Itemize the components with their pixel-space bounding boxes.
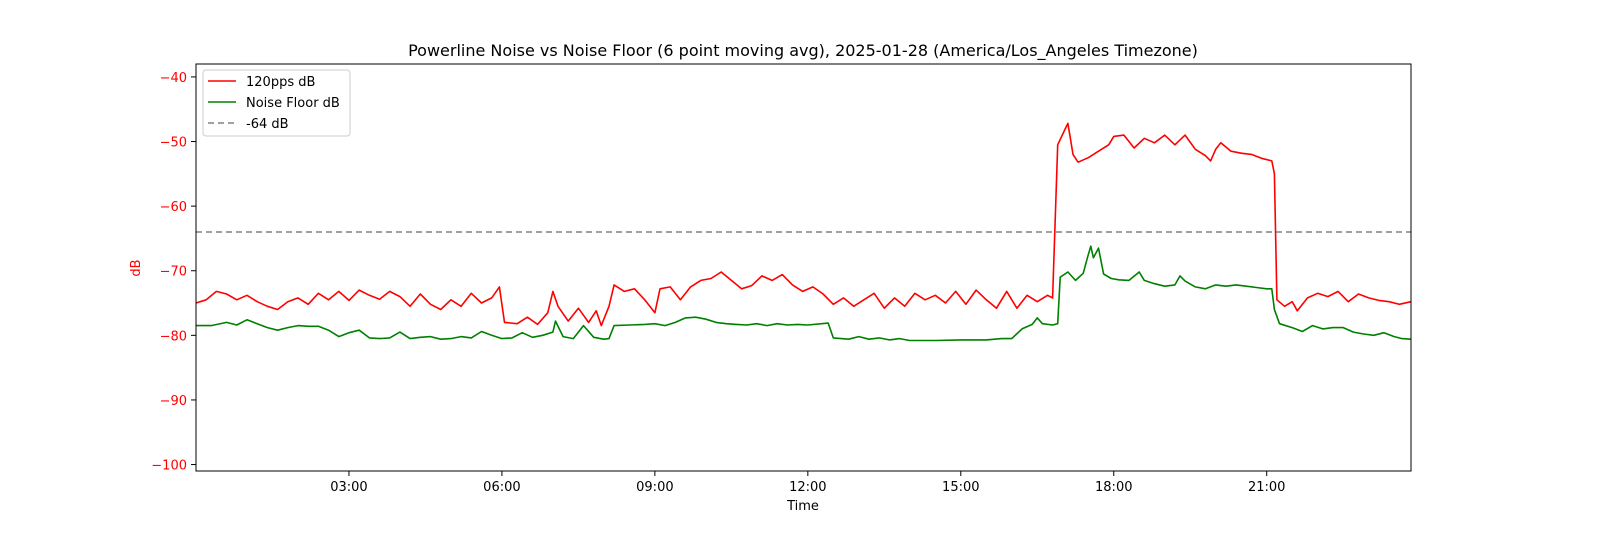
x-tick-label: 09:00 <box>636 480 673 495</box>
legend-box <box>202 69 351 137</box>
x-tick-label: 15:00 <box>942 480 979 495</box>
series-line-2 <box>196 245 1412 342</box>
y-tick-label: −100 <box>151 459 187 474</box>
x-tick-label: 06:00 <box>483 480 520 495</box>
x-tick-label: 12:00 <box>789 480 826 495</box>
x-axis: 03:00 06:00 09:00 12:00 15:00 18:00 21:00 <box>330 471 1285 495</box>
legend-label-1: 120pps dB <box>246 75 315 90</box>
legend-label-2: Noise Floor dB <box>246 96 340 111</box>
plot-area <box>195 122 1412 342</box>
y-tick-label: −70 <box>160 265 187 280</box>
chart-title: Powerline Noise vs Noise Floor (6 point … <box>408 41 1198 61</box>
y-tick-label: −50 <box>160 136 187 151</box>
x-tick-label: 03:00 <box>330 480 367 495</box>
legend-label-3: -64 dB <box>246 117 289 132</box>
x-tick-label: 21:00 <box>1248 480 1285 495</box>
y-tick-label: −60 <box>160 200 187 215</box>
y-tick-label: −90 <box>160 394 187 409</box>
y-axis-title: dB <box>129 259 144 276</box>
plot-frame <box>195 63 1412 472</box>
y-tick-label: −80 <box>160 329 187 344</box>
series-line-1 <box>195 122 1412 327</box>
x-axis-title: Time <box>786 499 819 514</box>
x-tick-label: 18:00 <box>1095 480 1132 495</box>
y-tick-label: −40 <box>160 71 187 86</box>
y-axis: −40 −50 −60 −70 −80 −90 −100 <box>151 71 196 474</box>
legend: 120pps dB Noise Floor dB -64 dB <box>202 69 351 137</box>
